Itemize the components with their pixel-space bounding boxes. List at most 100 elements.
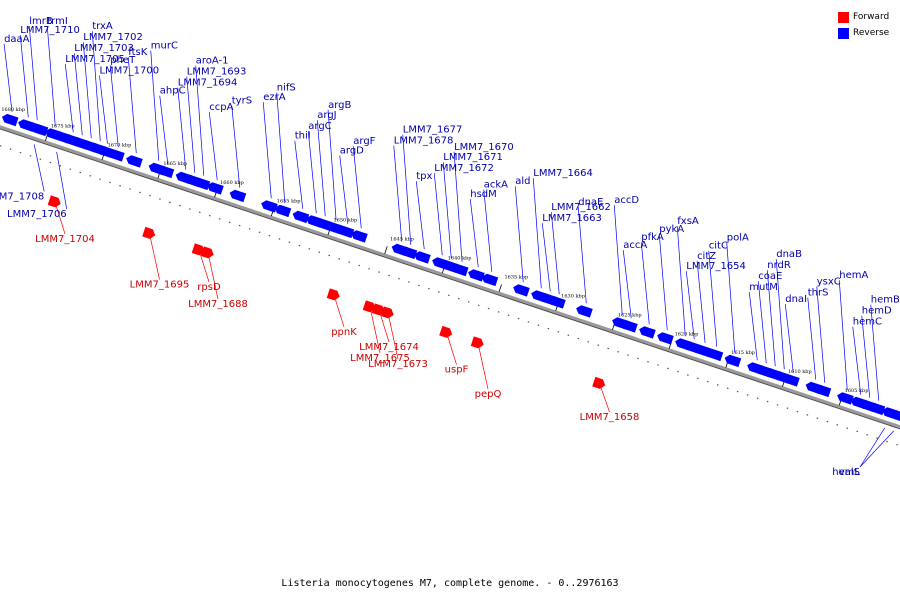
gene-arrow	[639, 326, 656, 339]
tick-label: 1680 kbp	[1, 107, 25, 113]
leader-line	[784, 304, 794, 373]
leader-line	[676, 226, 686, 337]
axis-shadow	[0, 128, 900, 430]
genome-caption: Listeria monocytogenes M7, complete geno…	[281, 578, 619, 589]
gene-label: LMM7_1678	[394, 136, 454, 147]
gene-arrow	[694, 344, 712, 358]
gene-label: LMM7_1703	[74, 43, 134, 54]
leader-line	[599, 383, 610, 413]
reverse-gene-shape	[724, 354, 742, 368]
reverse-gene-shape	[337, 225, 355, 239]
gene-arrow	[837, 392, 854, 405]
leader-line	[870, 304, 880, 401]
gene-label: LMM7_1674	[359, 342, 419, 353]
gene-label: mutM	[749, 282, 778, 293]
leader-line	[64, 64, 74, 133]
dotted-track-line	[0, 145, 900, 447]
gene-label: LMM7_1671	[443, 152, 503, 163]
gene-arrow	[1, 113, 19, 127]
tick-label: 1620 kbp	[675, 331, 699, 337]
gene-arrow	[274, 204, 292, 218]
reverse-gene-shape	[549, 296, 566, 309]
reverse-gene-shape	[1, 113, 19, 127]
gene-arrow	[380, 306, 394, 319]
gene-features	[1, 113, 900, 423]
leader-line	[514, 186, 524, 283]
gene-labels: daaALMM7_1710lmrBtrmILMM7_1705LMM7_1703L…	[0, 16, 900, 478]
leader-line	[532, 178, 542, 289]
genome-axis	[0, 125, 900, 430]
forward-gene-shape	[142, 226, 156, 239]
forward-gene-shape	[380, 306, 394, 319]
gene-label: ftsK	[128, 47, 147, 58]
gene-arrow	[229, 189, 247, 203]
gene-label: trmI	[47, 16, 68, 27]
leader-line	[393, 145, 403, 242]
gene-label: tyrS	[232, 96, 252, 107]
gene-arrow	[371, 303, 385, 316]
gene-label: accA	[623, 240, 647, 251]
reverse-gene-shape	[621, 320, 638, 333]
leader-line	[433, 173, 443, 256]
gene-label: LMM7_1654	[686, 261, 746, 272]
gene-label: rpsD	[197, 282, 221, 293]
forward-gene-shape	[47, 195, 61, 208]
gene-label: ahpC	[160, 86, 186, 97]
gene-label: LMM7_1672	[434, 163, 494, 174]
leader-line	[442, 162, 452, 259]
gene-label: accD	[614, 195, 639, 206]
gene-arrow	[414, 251, 431, 264]
tick-label: 1625 kbp	[618, 312, 642, 318]
leader-line	[339, 155, 349, 224]
gene-label: thiI	[295, 131, 311, 142]
gene-label: LMM7_1704	[35, 234, 95, 245]
gene-label: LMM7_1702	[83, 32, 143, 43]
leader-line	[378, 309, 390, 343]
gene-label: dnaE	[578, 197, 603, 208]
gene-arrow	[400, 246, 418, 260]
gene-arrow	[200, 246, 214, 259]
gene-label: argJ	[317, 110, 336, 121]
gene-label: LMM7_1688	[188, 299, 248, 310]
gene-arrow	[481, 273, 499, 287]
reverse-gene-shape	[400, 246, 418, 260]
leader-line	[19, 35, 29, 118]
legend-reverse-label: Reverse	[853, 28, 890, 38]
reverse-gene-shape	[292, 210, 310, 224]
leader-line	[696, 260, 706, 343]
reverse-gene-shape	[639, 326, 656, 339]
gene-arrow	[814, 384, 832, 398]
leader-line	[3, 43, 13, 112]
gene-label: ppnK	[331, 327, 357, 338]
gene-label: LMM7_1693	[187, 67, 247, 78]
gene-arrow	[706, 348, 724, 362]
leader-line	[150, 50, 160, 161]
label-leader-lines	[3, 25, 894, 468]
reverse-gene-shape	[868, 402, 886, 416]
reverse-gene-shape	[657, 332, 674, 345]
leader-line	[231, 105, 241, 188]
leader-line	[186, 76, 196, 173]
leader-line	[550, 212, 560, 295]
gene-label: trxA	[92, 21, 113, 32]
legend-forward: Forward	[838, 9, 889, 25]
tick-label: 1610 kbp	[788, 369, 812, 375]
leader-line	[658, 234, 668, 331]
reverse-gene-shape	[414, 251, 431, 264]
leader-line	[109, 65, 119, 148]
reverse-gene-shape	[108, 149, 125, 162]
reverse-gene-shape	[31, 123, 49, 137]
leader-line	[149, 233, 160, 280]
gene-arrow	[292, 210, 310, 224]
leader-line	[859, 430, 894, 468]
gene-label: LMM7_1695	[130, 280, 190, 291]
gene-arrow	[657, 332, 674, 345]
leader-line	[838, 280, 848, 391]
gene-label: argD	[340, 146, 364, 157]
tick-label: 1635 kbp	[504, 275, 528, 281]
gene-label: thrS	[808, 288, 829, 299]
leader-line	[859, 427, 885, 468]
reverse-gene-shape	[261, 200, 278, 213]
gene-arrow	[724, 354, 742, 368]
